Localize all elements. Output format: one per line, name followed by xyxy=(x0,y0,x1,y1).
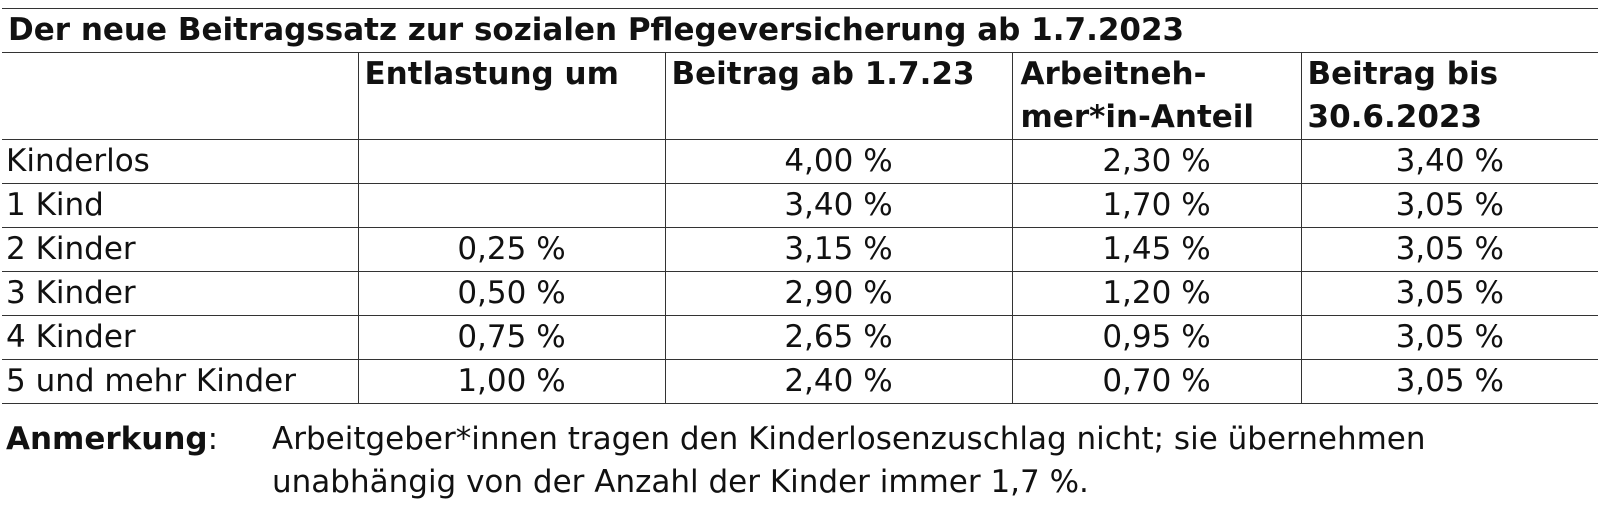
cell-entlastung xyxy=(357,183,666,228)
header-beitrag-neu: Beitrag ab 1.7.23 xyxy=(664,52,1013,140)
header-beitrag-alt: Beitrag bis 30.6.2023 xyxy=(1300,52,1598,140)
table-header-row: Entlastung um Beitrag ab 1.7.23 Arbeitne… xyxy=(2,52,1598,140)
table-row: Kinderlos 4,00 % 2,30 % 3,40 % xyxy=(2,139,1598,184)
cell-beitrag-neu: 3,15 % xyxy=(664,227,1013,272)
table-row: 5 und mehr Kinder 1,00 % 2,40 % 0,70 % 3,05 … xyxy=(2,359,1598,404)
cell-entlastung: 0,75 % xyxy=(357,315,666,360)
table-row: 3 Kinder 0,50 % 2,90 % 1,20 % 3,05 % xyxy=(2,271,1598,316)
rates-table-container: Der neue Beitragssatz zur sozialen Pfleg… xyxy=(2,8,1598,404)
table-title-row: Der neue Beitragssatz zur sozialen Pfleg… xyxy=(2,8,1598,53)
row-label: Kinderlos xyxy=(2,139,359,184)
cell-beitrag-neu: 3,40 % xyxy=(664,183,1013,228)
header-anteil: Arbeitneh- mer*in-Anteil xyxy=(1011,52,1302,140)
row-label: 2 Kinder xyxy=(2,227,359,272)
cell-beitrag-neu: 4,00 % xyxy=(664,139,1013,184)
table-title: Der neue Beitragssatz zur sozialen Pfleg… xyxy=(2,8,1598,53)
cell-entlastung xyxy=(357,139,666,184)
table-row: 4 Kinder 0,75 % 2,65 % 0,95 % 3,05 % xyxy=(2,315,1598,360)
header-anteil-line2: mer*in-Anteil xyxy=(1020,99,1255,135)
cell-anteil: 1,70 % xyxy=(1011,183,1302,228)
note-label-text: Anmerkung xyxy=(6,421,208,457)
row-label: 5 und mehr Kinder xyxy=(2,359,359,404)
cell-beitrag-neu: 2,65 % xyxy=(664,315,1013,360)
header-beitrag-alt-line1: Beitrag bis xyxy=(1307,56,1499,92)
cell-beitrag-alt: 3,05 % xyxy=(1300,227,1598,272)
table-row: 2 Kinder 0,25 % 3,15 % 1,45 % 3,05 % xyxy=(2,227,1598,272)
cell-entlastung: 0,50 % xyxy=(357,271,666,316)
header-entlastung: Entlastung um xyxy=(357,52,666,140)
cell-anteil: 0,95 % xyxy=(1011,315,1302,360)
table-row: 1 Kind 3,40 % 1,70 % 3,05 % xyxy=(2,183,1598,228)
row-label: 3 Kinder xyxy=(2,271,359,316)
header-beitrag-alt-line2: 30.6.2023 xyxy=(1307,99,1483,135)
cell-beitrag-alt: 3,40 % xyxy=(1300,139,1598,184)
contribution-rates-table: Der neue Beitragssatz zur sozialen Pfleg… xyxy=(2,8,1598,404)
cell-beitrag-neu: 2,90 % xyxy=(664,271,1013,316)
row-label: 1 Kind xyxy=(2,183,359,228)
cell-beitrag-neu: 2,40 % xyxy=(664,359,1013,404)
header-anteil-line1: Arbeitneh- xyxy=(1020,56,1207,92)
row-label: 4 Kinder xyxy=(2,315,359,360)
cell-anteil: 2,30 % xyxy=(1011,139,1302,184)
cell-anteil: 0,70 % xyxy=(1011,359,1302,404)
cell-anteil: 1,45 % xyxy=(1011,227,1302,272)
note-line-2: unabhängig von der Anzahl der Kinder imm… xyxy=(272,464,1089,500)
note-label: Anmerkung: xyxy=(6,418,218,461)
cell-entlastung: 1,00 % xyxy=(357,359,666,404)
cell-beitrag-alt: 3,05 % xyxy=(1300,183,1598,228)
cell-beitrag-alt: 3,05 % xyxy=(1300,359,1598,404)
note-text: Arbeitgeber*innen tragen den Kinderlosen… xyxy=(272,418,1472,504)
cell-anteil: 1,20 % xyxy=(1011,271,1302,316)
cell-beitrag-alt: 3,05 % xyxy=(1300,315,1598,360)
cell-entlastung: 0,25 % xyxy=(357,227,666,272)
header-empty xyxy=(2,52,359,140)
cell-beitrag-alt: 3,05 % xyxy=(1300,271,1598,316)
note-line-1: Arbeitgeber*innen tragen den Kinderlosen… xyxy=(272,421,1426,457)
note-colon: : xyxy=(207,421,219,457)
